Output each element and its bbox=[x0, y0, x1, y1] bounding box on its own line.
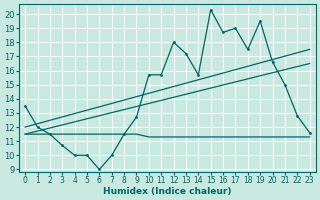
X-axis label: Humidex (Indice chaleur): Humidex (Indice chaleur) bbox=[103, 187, 232, 196]
